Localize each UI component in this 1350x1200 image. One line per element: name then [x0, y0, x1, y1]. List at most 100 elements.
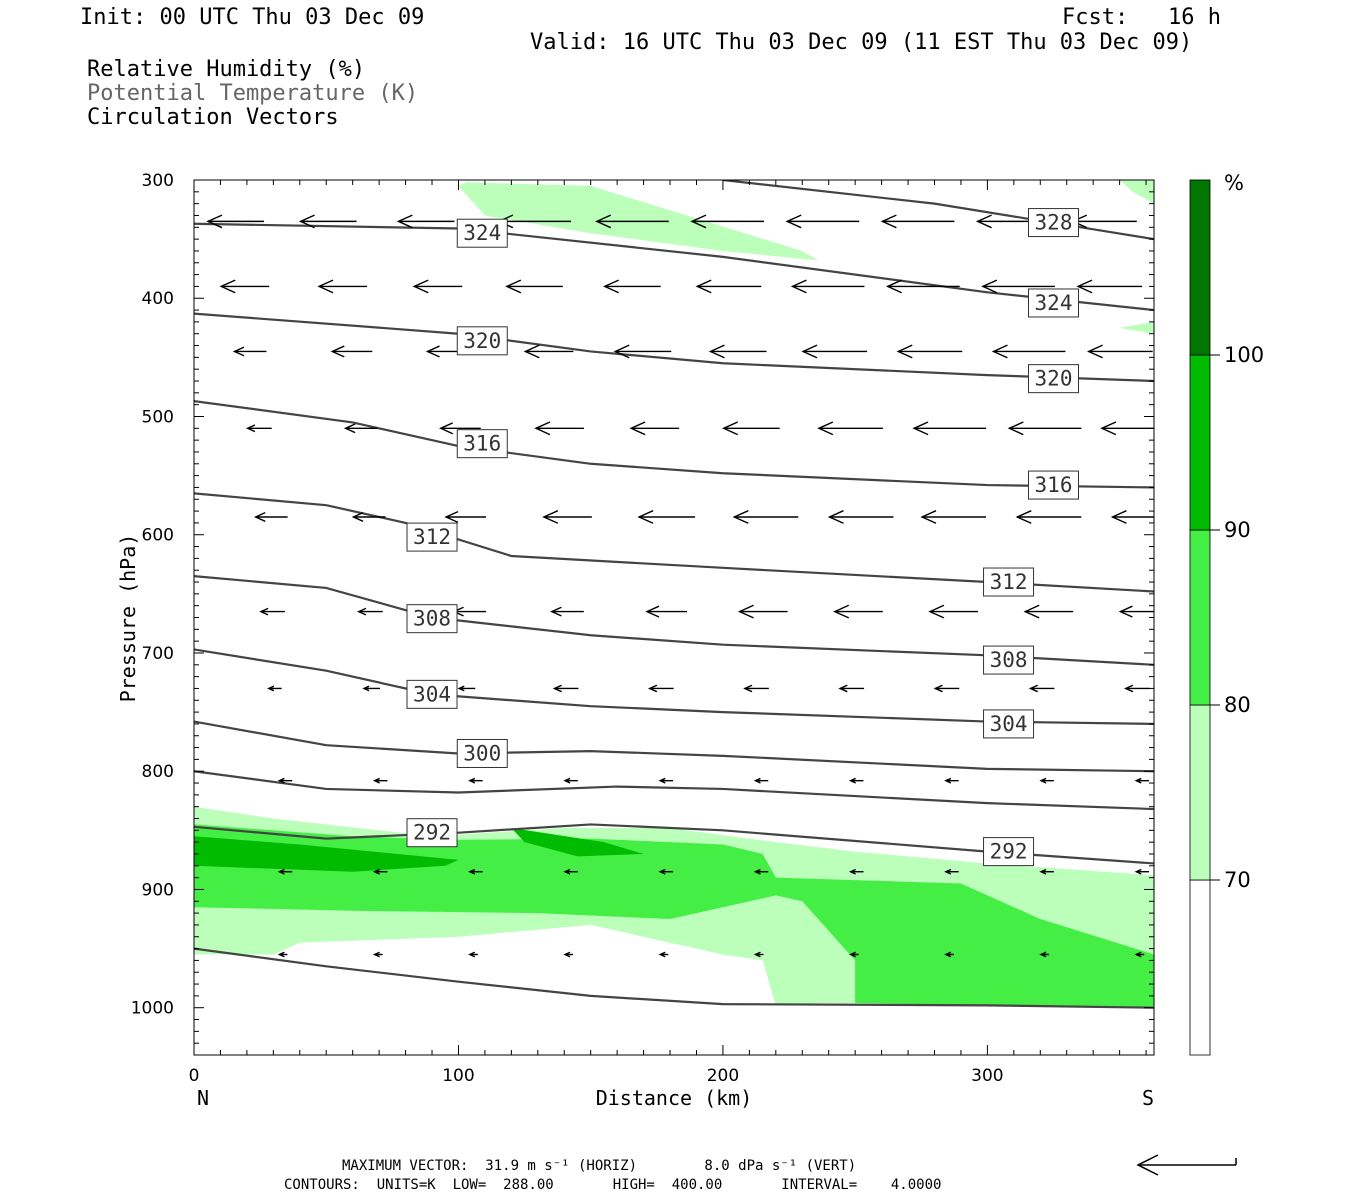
field-circulation-vectors: Circulation Vectors [87, 105, 339, 130]
vector-arrow [357, 607, 383, 616]
vector-arrow [267, 685, 282, 692]
vector-arrow [259, 607, 285, 616]
x-tick-label: 100 [442, 1066, 474, 1086]
rh-region-90-100 [511, 827, 644, 857]
vector-arrow [944, 777, 959, 784]
x-tick-label: 200 [707, 1066, 739, 1086]
vector-arrow [1134, 777, 1150, 784]
vector-arrow [219, 279, 270, 294]
vector-arrow [563, 951, 574, 958]
theta-contour-300 [194, 770, 1154, 811]
vector-arrow [595, 214, 669, 229]
vector-arrow [708, 344, 767, 359]
contour-info-note: CONTOURS: UNITS=K LOW= 288.00 HIGH= 400.… [284, 1177, 942, 1193]
y-axis-title: Pressure (hPa) [116, 534, 140, 703]
contour-label-312: 312 [413, 525, 451, 549]
vector-arrow [550, 606, 584, 617]
vector-arrow [1039, 868, 1054, 875]
vector-arrow [753, 777, 769, 784]
vector-arrow [317, 279, 368, 294]
rh-region-70-80 [1119, 321, 1154, 334]
colorbar-level-label: 100 [1224, 343, 1264, 367]
vector-arrow [534, 421, 584, 436]
vector-arrow [298, 214, 357, 229]
contour-label-box [1028, 470, 1080, 500]
vector-arrow [991, 344, 1066, 359]
vector-arrow [790, 279, 865, 294]
vector-arrow [658, 777, 674, 784]
vector-arrow [396, 214, 455, 229]
vector-arrow [737, 604, 788, 619]
contour-label-320: 320 [463, 329, 501, 353]
contour-label-324: 324 [463, 221, 501, 245]
vector-arrow [848, 951, 859, 958]
contour-label-324: 324 [1035, 291, 1073, 315]
vector-arrow [542, 510, 592, 524]
vector-arrow [753, 951, 764, 958]
vector-arrow [880, 214, 955, 229]
vector-arrow [1015, 510, 1082, 524]
forecast-hour: Fcst: 16 h [1062, 5, 1221, 30]
vector-arrow [206, 214, 264, 229]
vector-arrow [468, 951, 478, 958]
vector-arrow [944, 951, 954, 958]
vector-arrow [468, 868, 483, 875]
colorbar-segment [1189, 179, 1211, 356]
north-end-label: N [197, 1086, 209, 1110]
contour-label-box [456, 326, 508, 356]
vector-arrow [896, 344, 963, 359]
colorbar-unit: % [1224, 171, 1244, 195]
colorbar-level-label: 90 [1224, 518, 1251, 542]
vector-arrow [690, 214, 764, 229]
rh-region-70-80 [1119, 180, 1154, 204]
rh-region-90-100 [194, 836, 459, 872]
vector-arrow [372, 868, 388, 875]
vector-arrow [412, 279, 463, 294]
vector-arrow [1134, 951, 1145, 958]
vector-arrow [928, 604, 978, 619]
y-tick-label: 900 [142, 880, 174, 900]
axes: 0 100 200 300 300 400 500 600 700 800 900 1000 [131, 171, 1154, 1086]
x-tick-label: 300 [971, 1066, 1003, 1086]
contour-label-box [983, 837, 1035, 867]
vector-arrow [827, 510, 894, 524]
vector-arrow [1023, 604, 1074, 619]
south-end-label: S [1142, 1086, 1154, 1110]
vector-arrow [695, 279, 762, 294]
vector-arrow [838, 684, 865, 693]
contour-label-box [983, 709, 1035, 739]
theta-contour-unlabeled [194, 947, 1154, 1009]
theta-contour-labels: 328 324 324 320 320 316 316 312 312 308 308 304 304 3… [406, 208, 1080, 867]
contour-label-box [406, 679, 458, 709]
contour-label-box [406, 522, 458, 552]
colorbar-segment [1189, 529, 1211, 706]
y-tick-label: 300 [142, 171, 174, 191]
contour-label-box [406, 604, 458, 634]
contour-label-308: 308 [990, 648, 1028, 672]
vector-arrow [912, 421, 987, 436]
vector-arrow [732, 510, 799, 524]
vector-arrow [817, 421, 883, 436]
colorbar-level-label: 70 [1224, 868, 1251, 892]
colorbar-level-label: 80 [1224, 693, 1251, 717]
vector-arrow [801, 344, 868, 359]
vector-arrow [743, 684, 769, 693]
vector-arrow [563, 868, 578, 875]
circulation-vectors [206, 214, 1154, 958]
init-time: Init: 00 UTC Thu 03 Dec 09 [80, 5, 425, 30]
vector-arrow [1007, 421, 1082, 436]
vector-arrow [362, 685, 381, 692]
colorbar-segment [1189, 879, 1211, 1056]
vector-arrow [245, 424, 272, 433]
theta-contour-328 [722, 180, 1154, 241]
colorbar-segment [1189, 354, 1211, 531]
colorbar-segment [1189, 704, 1211, 881]
vector-arrow [330, 345, 373, 358]
vector-arrow [439, 422, 481, 435]
vector-arrow [658, 868, 674, 875]
y-tick-label: 800 [142, 762, 174, 782]
maximum-vector-note: MAXIMUM VECTOR: 31.9 m s⁻¹ (HORIZ) 8.0 d… [342, 1158, 857, 1174]
vector-arrow [848, 868, 864, 875]
vector-arrow [232, 346, 267, 357]
